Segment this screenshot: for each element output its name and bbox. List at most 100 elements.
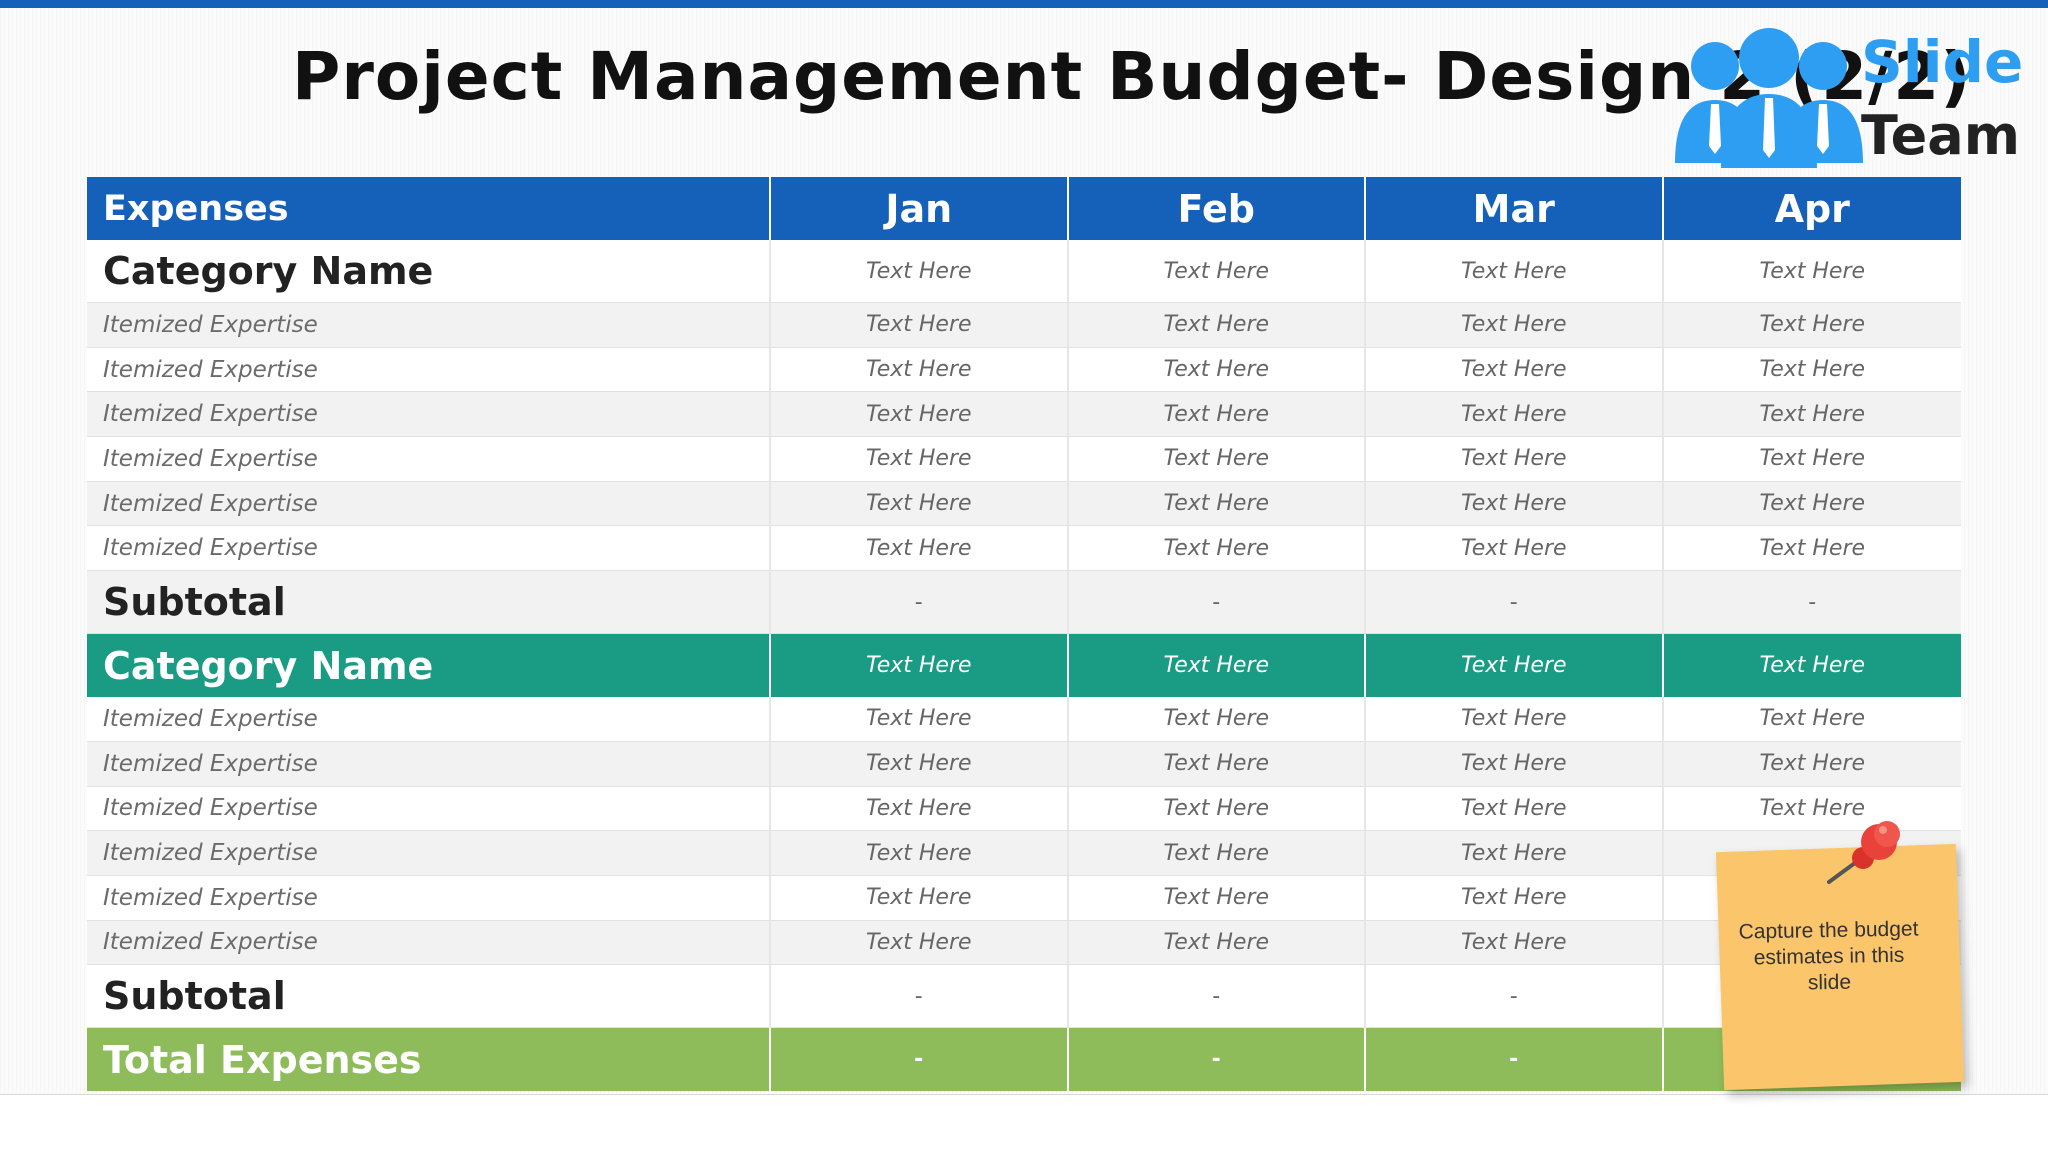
table-cell[interactable]: Text Here — [1366, 481, 1664, 527]
table-cell[interactable]: Text Here — [1366, 303, 1664, 348]
header-jan[interactable]: Jan — [771, 177, 1069, 240]
item-label[interactable]: Itemized Expertise — [87, 481, 771, 527]
item-label[interactable]: Itemized Expertise — [87, 347, 771, 393]
top-accent-bar — [0, 0, 2048, 8]
table-cell[interactable]: Text Here — [771, 634, 1069, 698]
table-cell[interactable]: Text Here — [1068, 875, 1366, 921]
item-label[interactable]: Itemized Expertise — [87, 392, 771, 438]
table-cell[interactable]: Text Here — [1069, 634, 1366, 698]
table-row: Itemized Expertise Text Here Text Here T… — [87, 481, 1961, 527]
table-cell[interactable]: Text Here — [1663, 303, 1961, 348]
people-icon — [1675, 28, 1863, 168]
table-cell[interactable]: Text Here — [1068, 392, 1366, 438]
budget-table: Expenses Jan Feb Mar Apr Category Name T… — [87, 177, 1961, 1092]
table-cell[interactable]: Text Here — [1663, 742, 1961, 787]
table-cell[interactable]: Text Here — [1663, 526, 1961, 572]
table-cell[interactable]: - — [771, 1028, 1069, 1092]
table-cell[interactable]: Text Here — [771, 240, 1069, 303]
table-cell[interactable]: - — [1366, 1028, 1664, 1092]
table-cell[interactable]: Text Here — [1366, 697, 1664, 742]
table-cell[interactable]: Text Here — [1366, 347, 1664, 393]
table-cell[interactable]: - — [1366, 965, 1664, 1029]
header-mar[interactable]: Mar — [1366, 177, 1664, 240]
table-cell[interactable]: Text Here — [1068, 303, 1366, 348]
logo-team-text: Team — [1861, 104, 2020, 167]
header-expenses[interactable]: Expenses — [87, 177, 771, 240]
table-cell[interactable]: Text Here — [1068, 920, 1366, 966]
table-cell[interactable]: Text Here — [1366, 741, 1664, 787]
table-cell[interactable]: Text Here — [1663, 697, 1961, 742]
table-cell[interactable]: Text Here — [1759, 653, 1866, 679]
category-name[interactable]: Category Name — [87, 634, 771, 698]
table-cell[interactable]: Text Here — [1663, 240, 1961, 303]
category-name[interactable]: Category Name — [87, 240, 771, 303]
table-cell[interactable]: Text Here — [1068, 697, 1366, 742]
item-label[interactable]: Itemized Expertise — [87, 831, 771, 876]
table-cell[interactable]: Text Here — [771, 697, 1069, 742]
table-cell[interactable]: Text Here — [1068, 831, 1366, 876]
table-cell[interactable]: Text Here — [771, 920, 1069, 966]
table-cell[interactable]: Text Here — [771, 303, 1069, 348]
table-cell[interactable]: Text Here — [1068, 437, 1366, 482]
table-cell[interactable]: Text Here — [1068, 347, 1366, 393]
total-row: Total Expenses - - - — [87, 1028, 1961, 1092]
table-cell[interactable]: Text Here — [1366, 634, 1664, 698]
table-cell[interactable]: Text Here — [771, 392, 1069, 438]
item-label[interactable]: Itemized Expertise — [87, 526, 771, 572]
table-cell[interactable]: Text Here — [771, 347, 1069, 393]
table-cell[interactable]: Text Here — [1068, 481, 1366, 527]
pushpin-icon — [1827, 821, 1900, 884]
subtotal-label[interactable]: Subtotal — [87, 965, 771, 1029]
table-cell[interactable]: Text Here — [1366, 392, 1664, 438]
table-cell[interactable]: Text Here — [1366, 240, 1664, 303]
table-cell[interactable]: Text Here — [771, 831, 1069, 876]
table-cell[interactable]: Text Here — [1068, 786, 1366, 832]
table-cell[interactable]: - — [1366, 571, 1664, 635]
table-cell[interactable]: Text Here — [1366, 920, 1664, 966]
table-cell[interactable]: Text Here — [771, 786, 1069, 832]
table-cell[interactable]: - — [771, 571, 1069, 635]
slide-title[interactable]: Project Management Budget- Design 2 (2/2… — [292, 38, 1972, 115]
table-row: Itemized Expertise Text Here Text Here T… — [87, 303, 1961, 348]
header-feb[interactable]: Feb — [1069, 177, 1366, 240]
table-cell[interactable]: Text Here — [1366, 526, 1664, 572]
table-row: Itemized Expertise Text Here Text Here T… — [87, 786, 1961, 832]
subtotal-label[interactable]: Subtotal — [87, 571, 771, 635]
table-cell[interactable]: Text Here — [1663, 392, 1961, 438]
table-cell[interactable]: - — [1663, 571, 1961, 635]
table-cell[interactable]: Text Here — [1366, 437, 1664, 482]
item-label[interactable]: Itemized Expertise — [87, 920, 771, 966]
table-cell[interactable]: Text Here — [1663, 787, 1961, 832]
table-cell[interactable]: Text Here — [1663, 437, 1961, 482]
table-cell[interactable]: Text Here — [1366, 875, 1664, 921]
sticky-note-text: Capture the budget estimates in this sli… — [1738, 917, 1919, 995]
table-cell[interactable]: Text Here — [1663, 482, 1961, 527]
table-row: Itemized Expertise Text Here Text Here T… — [87, 831, 1961, 876]
header-apr[interactable]: Apr — [1774, 186, 1850, 231]
table-cell[interactable]: Text Here — [1366, 786, 1664, 832]
table-cell[interactable]: Text Here — [1068, 240, 1366, 303]
item-label[interactable]: Itemized Expertise — [87, 697, 771, 742]
table-cell[interactable]: Text Here — [771, 481, 1069, 527]
item-label[interactable]: Itemized Expertise — [87, 786, 771, 832]
table-cell[interactable]: Text Here — [1068, 741, 1366, 787]
item-label[interactable]: Itemized Expertise — [87, 303, 771, 348]
item-label[interactable]: Itemized Expertise — [87, 875, 771, 921]
subtotal-row: Subtotal - - - — [87, 965, 1961, 1029]
table-cell[interactable]: Text Here — [771, 875, 1069, 921]
table-cell[interactable]: Text Here — [771, 526, 1069, 572]
table-cell[interactable]: - — [1068, 571, 1366, 635]
table-cell[interactable]: Text Here — [1068, 526, 1366, 572]
slideteam-logo: Slide Team — [1665, 28, 2025, 168]
table-cell[interactable]: - — [771, 965, 1069, 1029]
table-cell[interactable]: Text Here — [1663, 348, 1961, 393]
item-label[interactable]: Itemized Expertise — [87, 437, 771, 482]
table-cell[interactable]: - — [1069, 1028, 1366, 1092]
total-label[interactable]: Total Expenses — [87, 1028, 771, 1092]
table-cell[interactable]: Text Here — [771, 437, 1069, 482]
table-cell[interactable]: Text Here — [771, 741, 1069, 787]
item-label[interactable]: Itemized Expertise — [87, 741, 771, 787]
table-cell[interactable]: Text Here — [1366, 831, 1664, 876]
table-cell[interactable]: - — [1068, 965, 1366, 1029]
table-row: Itemized Expertise Text Here Text Here T… — [87, 347, 1961, 393]
